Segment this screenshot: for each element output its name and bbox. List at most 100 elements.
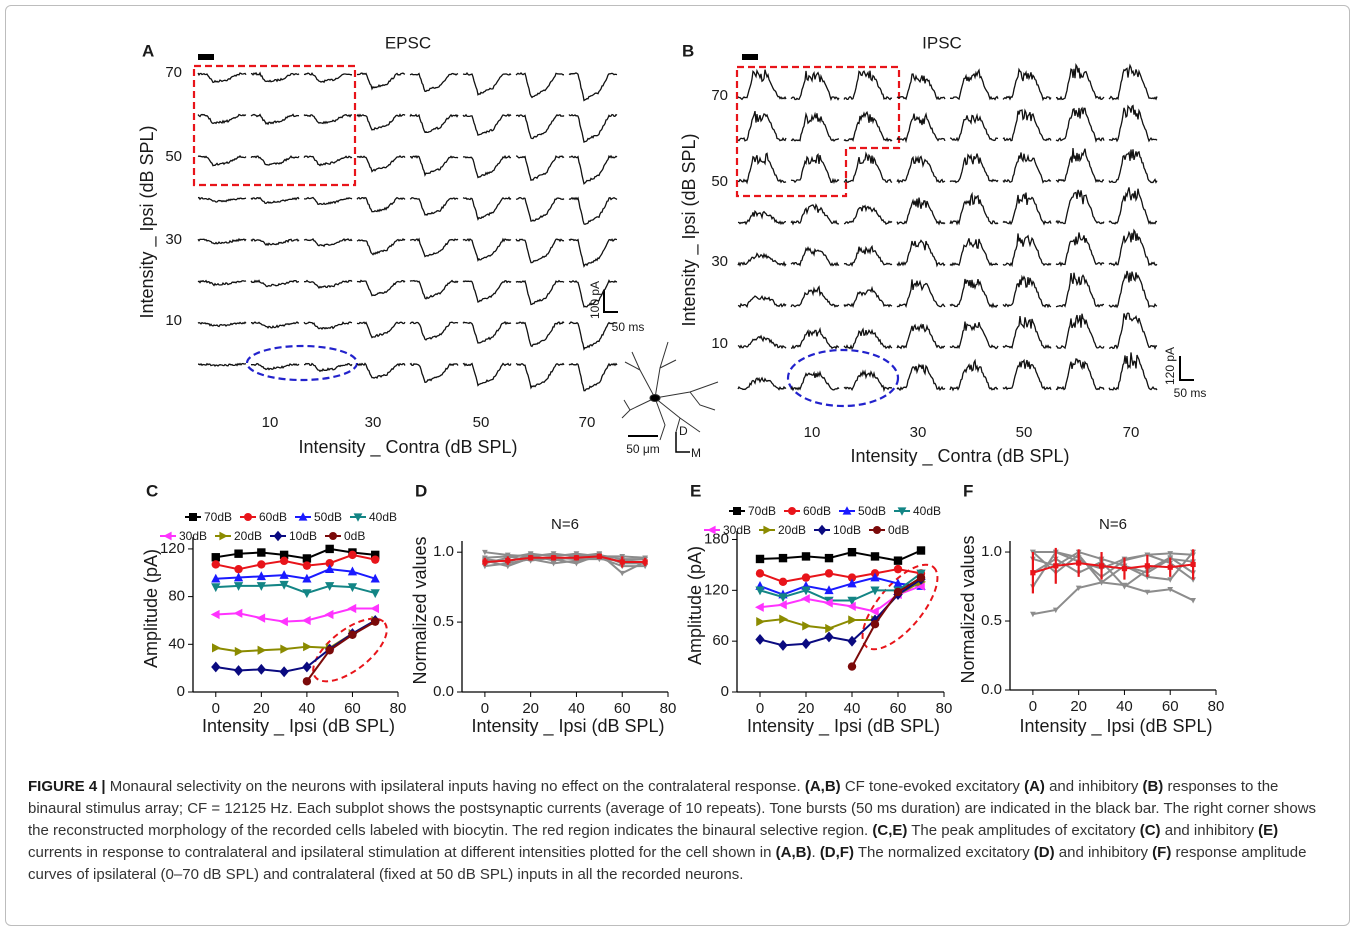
current-trace bbox=[1055, 272, 1105, 308]
current-trace bbox=[515, 362, 565, 390]
caption-text: (B) bbox=[1142, 778, 1164, 795]
legend-label: 0dB bbox=[344, 529, 365, 543]
data-point bbox=[211, 573, 221, 583]
current-trace bbox=[843, 244, 893, 267]
series-line bbox=[484, 555, 646, 563]
series-line bbox=[215, 619, 376, 673]
data-point bbox=[1121, 584, 1128, 590]
data-point bbox=[279, 556, 289, 566]
x-tick-label: 40 bbox=[568, 700, 585, 717]
current-trace bbox=[1002, 108, 1052, 142]
current-trace bbox=[1002, 233, 1052, 268]
panel-letter: B bbox=[682, 41, 694, 60]
data-point bbox=[1098, 563, 1105, 569]
data-point bbox=[280, 644, 290, 654]
x-tick-label: 50 bbox=[473, 414, 490, 431]
orientation-label: M bbox=[691, 446, 701, 460]
current-trace bbox=[1108, 149, 1158, 184]
data-point bbox=[550, 551, 557, 557]
y-tick-label: 0.0 bbox=[981, 681, 1002, 698]
current-trace bbox=[462, 362, 512, 387]
data-point bbox=[211, 553, 220, 562]
data-point bbox=[256, 582, 266, 591]
data-point bbox=[211, 560, 220, 569]
current-trace bbox=[356, 237, 406, 256]
current-trace bbox=[1108, 187, 1158, 225]
data-point bbox=[801, 552, 811, 561]
y-tick-label: 80 bbox=[168, 588, 185, 605]
data-point bbox=[763, 525, 772, 535]
current-trace bbox=[409, 237, 459, 258]
x-tick-label: 60 bbox=[1162, 698, 1179, 715]
y-tick-label: 50 bbox=[165, 148, 182, 165]
tone-bar bbox=[198, 54, 214, 60]
x-tick-label: 40 bbox=[844, 700, 861, 717]
caption-text: and inhibitory bbox=[1054, 844, 1153, 861]
region-ellipse bbox=[786, 348, 900, 408]
current-trace bbox=[250, 279, 300, 288]
current-trace bbox=[949, 278, 999, 309]
data-point bbox=[257, 560, 266, 569]
current-trace bbox=[462, 154, 512, 179]
data-point bbox=[302, 554, 312, 563]
caption-text: (A,B) bbox=[804, 778, 841, 795]
current-trace bbox=[790, 326, 840, 350]
caption-text: (F) bbox=[1152, 844, 1172, 861]
x-axis-label: Intensity _ Ipsi (dB SPL) bbox=[471, 716, 664, 737]
data-point bbox=[256, 663, 266, 675]
current-trace bbox=[737, 209, 787, 226]
current-trace bbox=[1002, 274, 1052, 309]
current-trace bbox=[409, 321, 459, 341]
x-tick-label: 0 bbox=[1029, 698, 1037, 715]
legend-label: 60dB bbox=[803, 504, 831, 518]
y-tick-label: 1.0 bbox=[981, 543, 1002, 560]
current-trace bbox=[843, 70, 893, 101]
data-point bbox=[824, 585, 834, 595]
data-point bbox=[347, 603, 357, 614]
y-tick-label: 180 bbox=[704, 530, 729, 547]
data-point bbox=[1144, 589, 1151, 596]
current-trace bbox=[737, 152, 787, 185]
current-trace bbox=[896, 239, 946, 268]
data-point bbox=[233, 665, 244, 676]
data-point bbox=[1144, 574, 1151, 580]
x-tick-label: 80 bbox=[936, 700, 953, 717]
x-tick-label: 80 bbox=[1208, 698, 1225, 715]
data-point bbox=[257, 645, 267, 655]
current-trace bbox=[1055, 232, 1105, 267]
current-trace bbox=[790, 370, 840, 392]
x-tick-label: 20 bbox=[1070, 698, 1087, 715]
x-axis-label: Intensity _ Contra (dB SPL) bbox=[850, 446, 1069, 467]
data-point bbox=[847, 578, 857, 588]
data-point bbox=[325, 559, 334, 568]
current-trace bbox=[409, 362, 459, 383]
data-point bbox=[234, 549, 243, 558]
data-point bbox=[619, 559, 625, 565]
y-tick-label: 120 bbox=[160, 540, 185, 557]
data-point bbox=[778, 577, 788, 587]
data-point bbox=[707, 525, 716, 535]
data-point bbox=[211, 661, 221, 673]
current-trace bbox=[409, 154, 459, 177]
current-trace bbox=[843, 110, 893, 142]
current-trace bbox=[356, 279, 406, 297]
current-trace bbox=[197, 154, 247, 167]
data-point bbox=[482, 549, 488, 556]
current-trace bbox=[303, 321, 353, 331]
panel-title: EPSC bbox=[385, 33, 431, 52]
caption-text: (A,B) bbox=[775, 844, 812, 861]
caption-text: currents in response to contralateral an… bbox=[28, 844, 776, 861]
current-trace bbox=[197, 72, 247, 84]
data-point bbox=[847, 635, 857, 647]
data-point bbox=[211, 643, 221, 653]
data-point bbox=[371, 555, 380, 564]
data-point bbox=[1075, 585, 1082, 592]
data-point bbox=[371, 617, 380, 626]
data-point bbox=[847, 573, 857, 582]
current-trace bbox=[737, 334, 787, 350]
data-point bbox=[916, 546, 926, 555]
data-point bbox=[897, 507, 907, 516]
data-point bbox=[298, 512, 308, 521]
data-point bbox=[163, 531, 172, 541]
